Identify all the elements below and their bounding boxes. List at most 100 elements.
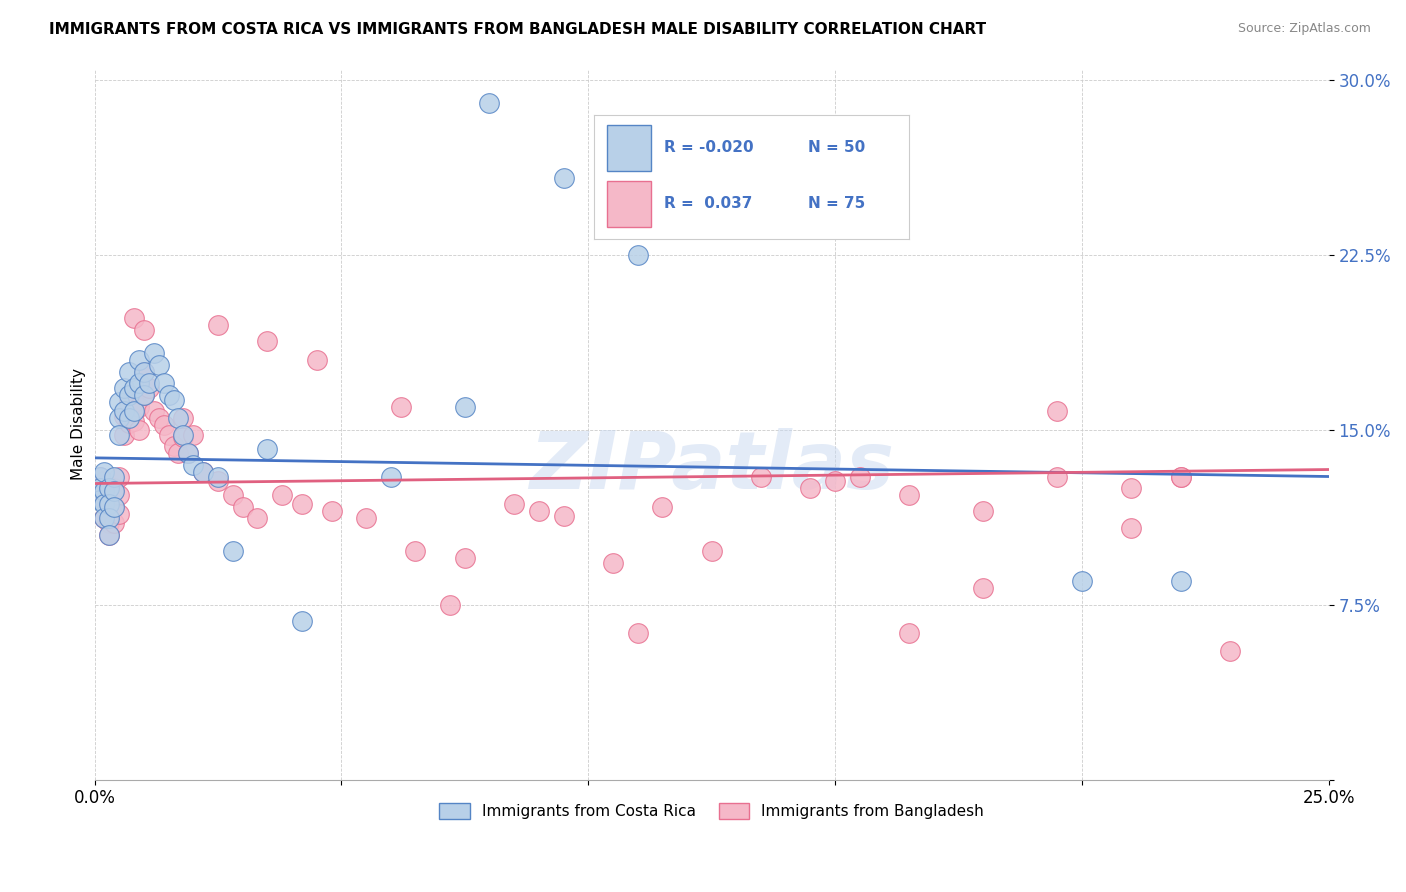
Point <box>128 353 150 368</box>
Point <box>799 481 821 495</box>
Point <box>207 318 229 332</box>
Point <box>291 614 314 628</box>
Point <box>1070 574 1092 589</box>
Point <box>148 358 170 372</box>
Point <box>1046 404 1069 418</box>
Point <box>138 381 160 395</box>
Point <box>1121 521 1143 535</box>
Point <box>172 427 194 442</box>
Point <box>207 474 229 488</box>
Point <box>103 469 125 483</box>
Point <box>142 346 165 360</box>
Point <box>108 395 131 409</box>
Point <box>1170 469 1192 483</box>
Point <box>454 551 477 566</box>
Point <box>553 171 575 186</box>
Point <box>98 481 121 495</box>
Point <box>89 481 111 495</box>
Point <box>93 511 115 525</box>
Point <box>602 556 624 570</box>
Point <box>118 365 141 379</box>
Point <box>108 411 131 425</box>
Point <box>157 388 180 402</box>
Point <box>152 376 174 391</box>
Point <box>167 446 190 460</box>
Point <box>1046 469 1069 483</box>
Point <box>232 500 254 514</box>
Point <box>404 544 426 558</box>
Point <box>177 446 200 460</box>
Point <box>181 427 204 442</box>
Point <box>108 507 131 521</box>
Point <box>1170 469 1192 483</box>
Point <box>132 365 155 379</box>
Point <box>128 423 150 437</box>
Point <box>321 504 343 518</box>
Point <box>193 465 215 479</box>
Point <box>172 430 194 444</box>
Point <box>103 483 125 498</box>
Point <box>93 465 115 479</box>
Point <box>291 498 314 512</box>
Point <box>439 598 461 612</box>
Point <box>177 446 200 460</box>
Point <box>98 498 121 512</box>
Point <box>256 442 278 456</box>
Point <box>122 395 145 409</box>
Point <box>89 469 111 483</box>
Point <box>162 392 184 407</box>
Point <box>256 334 278 349</box>
Point <box>93 492 115 507</box>
Point <box>118 411 141 425</box>
Point <box>157 427 180 442</box>
Point <box>103 516 125 530</box>
Point <box>305 353 328 368</box>
Point <box>98 516 121 530</box>
Point <box>527 504 550 518</box>
Point <box>898 625 921 640</box>
Point <box>972 504 994 518</box>
Point <box>354 511 377 525</box>
Point <box>108 488 131 502</box>
Point <box>122 404 145 418</box>
Point <box>103 500 125 514</box>
Point <box>112 381 135 395</box>
Point <box>93 483 115 498</box>
Point <box>128 400 150 414</box>
Point <box>454 400 477 414</box>
Point <box>89 492 111 507</box>
Point <box>118 388 141 402</box>
Point <box>108 427 131 442</box>
Point <box>651 500 673 514</box>
Point <box>162 439 184 453</box>
Point <box>700 544 723 558</box>
Point <box>118 395 141 409</box>
Point <box>1219 644 1241 658</box>
Point <box>848 469 870 483</box>
Point <box>478 96 501 111</box>
Point <box>128 376 150 391</box>
Point <box>148 411 170 425</box>
Point <box>89 469 111 483</box>
Point <box>152 418 174 433</box>
Point <box>172 411 194 425</box>
Point <box>132 388 155 402</box>
Point <box>553 509 575 524</box>
Point <box>246 511 269 525</box>
Point <box>93 498 115 512</box>
Point <box>898 488 921 502</box>
Point <box>112 404 135 418</box>
Point <box>112 427 135 442</box>
Point <box>118 416 141 430</box>
Point <box>108 469 131 483</box>
Point <box>626 625 648 640</box>
Point <box>626 248 648 262</box>
Point <box>122 413 145 427</box>
Point <box>207 469 229 483</box>
Point <box>112 409 135 423</box>
Point <box>132 365 155 379</box>
Point <box>89 488 111 502</box>
Point <box>122 310 145 325</box>
Point <box>122 381 145 395</box>
Point <box>98 528 121 542</box>
